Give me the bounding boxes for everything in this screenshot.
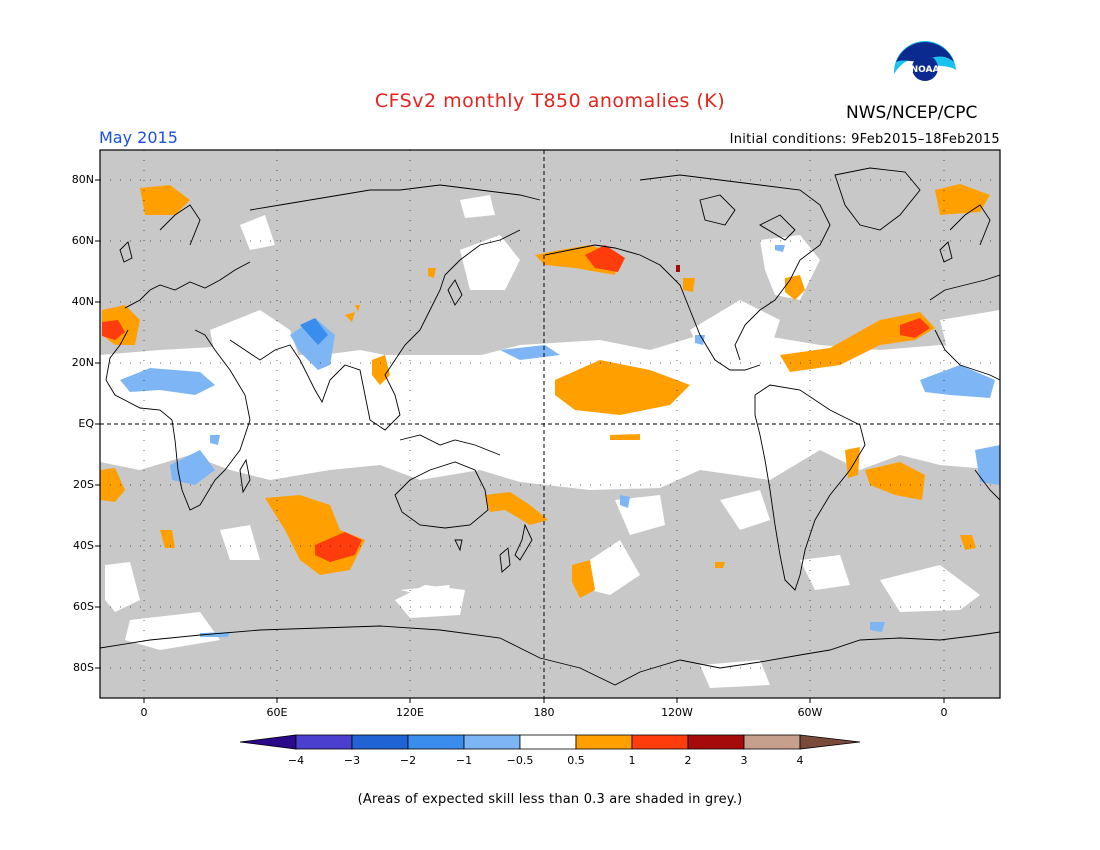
noaa-logo: NOAA [894,41,956,104]
lon-label-180: 180 [533,706,555,719]
lat-label-20s: 20S [73,478,94,491]
map-frame [99,149,1001,699]
axis-ticks [95,179,945,703]
colorbar-bin-1-to-2 [631,734,689,750]
lat-label-eq: EQ [78,417,94,430]
colorbar-bin-minus-0p5-to-0p5 [519,734,577,750]
colorbar-bin-above-4 [799,734,861,750]
forecast-period-label: May 2015 [99,128,178,147]
colorbar-label-minus-4: −4 [287,754,305,767]
coastlines [100,167,1000,686]
skillful-near-zero-regions [100,195,1000,688]
lon-label-60w: 60W [797,706,823,719]
lat-label-60n: 60N [71,234,94,247]
anomaly-minus-0p5-to-minus-1 [120,245,1000,637]
initial-conditions-label: Initial conditions: 9Feb2015–18Feb2015 [729,132,1000,147]
map-title: CFSv2 monthly T850 anomalies (K) [374,90,726,112]
graticule [100,150,1000,698]
colorbar-label-minus-3: −3 [343,754,361,767]
colorbar-label-minus-1: −1 [455,754,473,767]
colorbar-bin-minus-3-to-minus-2 [351,734,409,750]
low-skill-shading [100,150,1000,698]
agency-label: NWS/NCEP/CPC [846,103,978,123]
lat-label-60s: 60S [73,600,94,613]
lat-label-40n: 40N [71,295,94,308]
colorbar-bin-0p5-to-1 [575,734,633,750]
colorbar-bin-minus-1-to-minus-0p5 [463,734,521,750]
lat-label-80s: 80S [73,661,94,674]
colorbar [239,734,861,750]
colorbar-label-0p5: 0.5 [567,754,585,767]
colorbar-label-1: 1 [628,754,636,767]
svg-text:NOAA: NOAA [911,65,940,75]
lon-label-0-east: 0 [940,706,948,719]
colorbar-bin-minus-4-to-minus-3 [295,734,353,750]
lat-label-20n: 20N [71,356,94,369]
skill-footnote: (Areas of expected skill less than 0.3 a… [357,792,743,807]
colorbar-bin-minus-2-to-minus-1 [407,734,465,750]
anomaly-minus-1-to-minus-2 [300,318,328,345]
colorbar-bin-2-to-3 [687,734,745,750]
colorbar-bin-3-to-4 [743,734,801,750]
anomaly-2-to-3 [676,265,680,272]
lon-label-120e: 120E [396,706,424,719]
colorbar-label-minus-2: −2 [399,754,417,767]
colorbar-bin-below-minus-4 [239,734,297,750]
lon-label-60e: 60E [266,706,288,719]
colorbar-label-3: 3 [740,754,748,767]
lon-label-120w: 120W [661,706,693,719]
lat-label-40s: 40S [73,539,94,552]
colorbar-label-minus-0p5: −0.5 [506,754,534,767]
colorbar-label-4: 4 [796,754,804,767]
anomaly-0p5-to-1 [100,184,990,598]
lon-label-0-west: 0 [140,706,148,719]
anomaly-1-to-2 [102,245,930,562]
lat-label-80n: 80N [71,173,94,186]
colorbar-label-2: 2 [684,754,692,767]
